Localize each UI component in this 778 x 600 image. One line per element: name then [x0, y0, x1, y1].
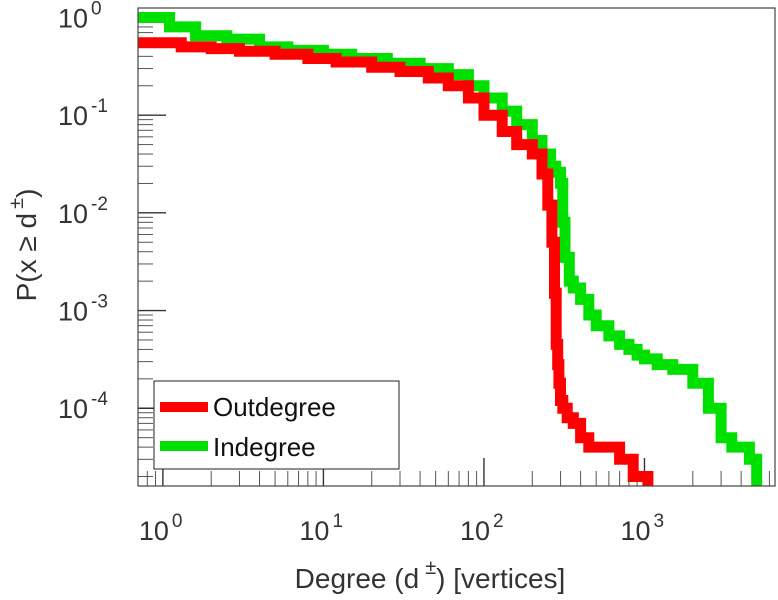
x-tick-label: 10 2 [460, 511, 504, 546]
x-tick-label: 10 0 [139, 511, 183, 546]
series-layer [138, 12, 763, 486]
y-tick-label: 10 -2 [58, 194, 108, 229]
minor-ticks [137, 21, 770, 486]
legend-label-indegree: Indegree [213, 432, 316, 462]
legend: Outdegree Indegree [153, 380, 400, 470]
legend-box [153, 380, 400, 470]
legend-label-outdegree: Outdegree [213, 392, 336, 422]
x-tick-label: 10 3 [620, 511, 664, 546]
y-tick-label: 10 -4 [58, 389, 108, 424]
tick-labels: 10 0 10 -1 10 -2 10 -3 10 -4 10 0 10 1 10 2 10 3 [58, 0, 664, 546]
y-tick-label: 10 0 [58, 0, 102, 33]
series-line-outdegree [138, 37, 654, 486]
series-line-indegree [138, 12, 763, 486]
y-tick-label: 10 -3 [58, 292, 108, 327]
plot-frame [137, 7, 776, 487]
x-axis-label: Degree (d ±) [vertices] [295, 557, 566, 594]
x-tick-label: 10 1 [299, 511, 343, 546]
y-tick-label: 10 -1 [58, 96, 108, 131]
y-axis-label: P(x ≥ d±) [6, 189, 42, 302]
